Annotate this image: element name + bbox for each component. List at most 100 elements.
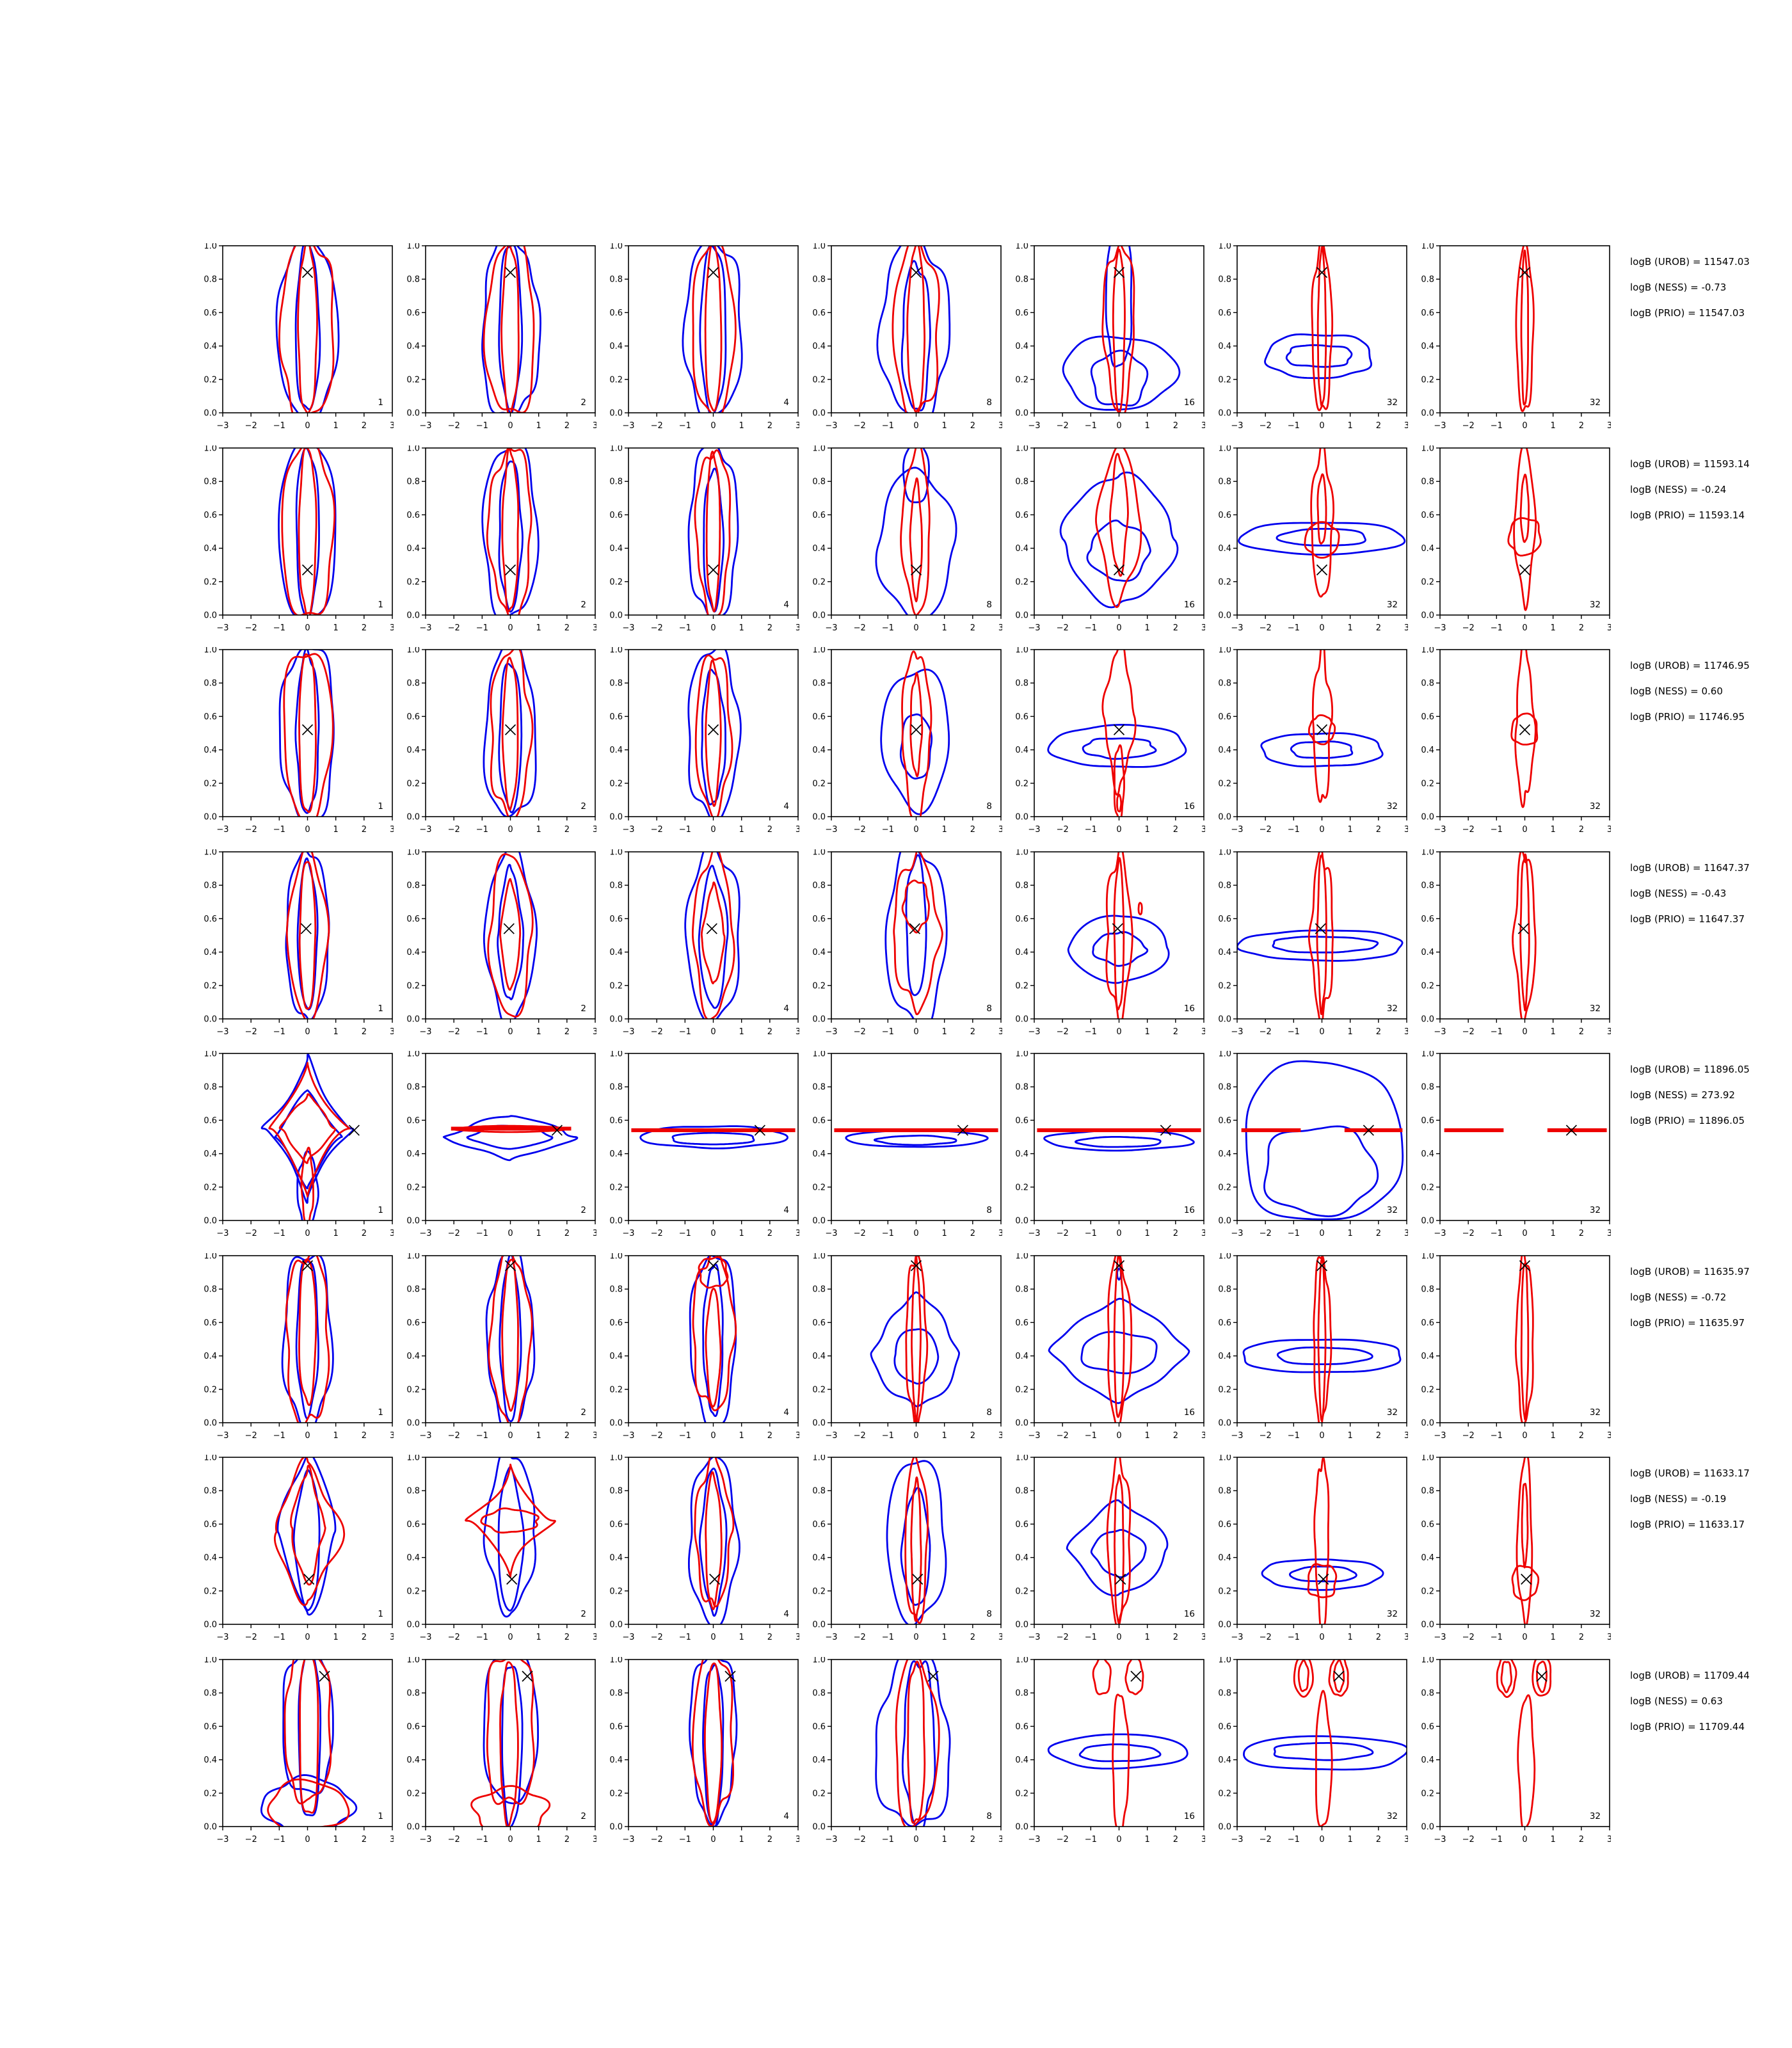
axes-frame	[1236, 245, 1407, 413]
panel-count-label: 4	[783, 1407, 789, 1418]
panel-count-label: 32	[1387, 1205, 1398, 1215]
contour-panel-r3c2: −3 −2 −1 0 1 2 3 0.0 0.2 0.4 0.6 0.8 1.0 2	[406, 647, 596, 835]
panel-count-label: 2	[580, 1609, 586, 1619]
contour-panel-r7c1: −3 −2 −1 0 1 2 3 0.0 0.2 0.4 0.6 0.8 1.0 1	[204, 1455, 394, 1642]
logb-prio-row2: logB (PRIO) = 11593.14	[1630, 509, 1745, 521]
x-tick-label: −2	[651, 623, 663, 633]
x-tick-label: 2	[1579, 1633, 1584, 1642]
x-tick-label: 3	[593, 1633, 596, 1642]
contour-panel-r2c1: −3 −2 −1 0 1 2 3 0.0 0.2 0.4 0.6 0.8 1.0 1	[204, 445, 394, 633]
x-marker	[724, 1670, 736, 1682]
x-tick-label: −2	[1260, 1633, 1272, 1642]
x-tick-label: 2	[564, 1431, 570, 1441]
axes-frame	[1034, 851, 1204, 1020]
contour-group	[1243, 1660, 1407, 1827]
blue-contour	[1289, 1565, 1357, 1583]
y-tick-label: 0.6	[1218, 1722, 1231, 1732]
contour-group	[278, 448, 337, 615]
red-contour	[909, 671, 924, 778]
red-contour	[465, 1463, 556, 1578]
logb-urob-row1: logB (UROB) = 11547.03	[1630, 256, 1750, 268]
x-tick-label: 0	[1116, 623, 1121, 633]
y-tick-label: 0.4	[406, 948, 420, 957]
panel-count-label: 32	[1590, 600, 1601, 610]
panel-count-label: 8	[986, 1609, 992, 1619]
y-tick-label: 0.8	[1015, 1689, 1028, 1699]
x-tick-label: −3	[1434, 421, 1446, 431]
y-tick-label: 1.0	[406, 1455, 420, 1463]
x-tick-label: 3	[796, 623, 799, 633]
y-tick-label: 1.0	[1218, 849, 1231, 858]
red-contour	[692, 1256, 737, 1412]
x-tick-label: −1	[1288, 1027, 1300, 1037]
x-marker	[709, 1573, 721, 1585]
x-tick-label: 3	[1404, 623, 1408, 633]
contour-group	[1507, 448, 1542, 611]
contour-group	[273, 1457, 346, 1616]
x-tick-label: −1	[679, 623, 691, 633]
x-tick-label: −2	[1057, 1431, 1069, 1441]
x-marker	[1521, 1573, 1532, 1585]
x-tick-label: 0	[305, 1431, 310, 1441]
contour-panel-r7c4: −3 −2 −1 0 1 2 3 0.0 0.2 0.4 0.6 0.8 1.0 8	[812, 1455, 1002, 1642]
x-tick-label: −2	[1057, 623, 1069, 633]
blue-contour	[875, 1660, 951, 1827]
y-tick-label: 0.8	[406, 275, 420, 285]
red-contour	[698, 1256, 729, 1289]
y-tick-label: 0.8	[609, 477, 623, 487]
blue-contour	[1273, 1742, 1374, 1761]
y-tick-label: 0.0	[812, 1015, 826, 1025]
x-tick-label: 3	[593, 1431, 596, 1441]
y-tick-label: 0.6	[1015, 1722, 1028, 1732]
x-tick-label: 2	[1376, 1633, 1381, 1642]
contour-group	[884, 852, 948, 1019]
x-tick-label: −3	[1231, 1431, 1243, 1441]
contour-group	[442, 1115, 579, 1162]
y-tick-label: 0.6	[1421, 915, 1434, 924]
x-tick-label: 3	[593, 1027, 596, 1037]
red-contour	[1095, 448, 1142, 608]
blue-contour	[1237, 929, 1404, 962]
x-tick-label: −3	[622, 1835, 634, 1844]
x-tick-label: −3	[1231, 1835, 1243, 1844]
y-tick-label: 0.6	[1421, 1318, 1434, 1328]
y-tick-label: 1.0	[406, 849, 420, 858]
x-tick-label: 0	[1116, 1229, 1121, 1238]
y-tick-label: 0.4	[204, 1756, 217, 1765]
x-tick-label: −2	[854, 1431, 866, 1441]
x-tick-label: 1	[333, 1229, 339, 1238]
blue-contour	[483, 852, 538, 1019]
y-tick-label: 0.2	[812, 1183, 826, 1192]
panel-count-label: 16	[1184, 1811, 1195, 1821]
contour-panel-r5c7: −3 −2 −1 0 1 2 3 0.0 0.2 0.4 0.6 0.8 1.0 32	[1421, 1051, 1611, 1238]
x-marker	[1333, 1670, 1345, 1682]
contour-panel-r2c3: −3 −2 −1 0 1 2 3 0.0 0.2 0.4 0.6 0.8 1.0 4	[609, 445, 799, 633]
x-marker	[754, 1124, 765, 1136]
x-tick-label: 3	[390, 1431, 394, 1441]
axes-frame	[628, 1457, 799, 1625]
x-marker	[504, 267, 516, 278]
y-tick-label: 0.4	[1421, 1756, 1434, 1765]
x-marker	[910, 1260, 922, 1272]
x-tick-label: 2	[362, 623, 367, 633]
red-contour	[1311, 246, 1334, 412]
x-tick-label: −3	[1434, 1835, 1446, 1844]
blue-contour	[1078, 1743, 1162, 1763]
logb-prio-row6: logB (PRIO) = 11635.97	[1630, 1317, 1745, 1329]
blue-contour	[483, 650, 537, 817]
contour-group	[260, 1660, 358, 1827]
y-tick-label: 0.8	[812, 679, 826, 689]
y-tick-label: 0.0	[1218, 611, 1231, 621]
blue-contour	[1276, 1347, 1373, 1365]
y-tick-label: 0.8	[812, 1083, 826, 1092]
contour-group	[481, 448, 540, 615]
x-tick-label: −3	[216, 421, 228, 431]
x-tick-label: −1	[679, 825, 691, 835]
x-tick-label: 2	[564, 421, 570, 431]
y-tick-label: 0.6	[609, 308, 623, 318]
blue-contour	[1243, 1735, 1407, 1771]
x-tick-label: 2	[970, 1633, 975, 1642]
y-tick-label: 0.8	[406, 881, 420, 891]
y-tick-label: 0.8	[609, 275, 623, 285]
x-tick-label: 0	[1522, 623, 1527, 633]
